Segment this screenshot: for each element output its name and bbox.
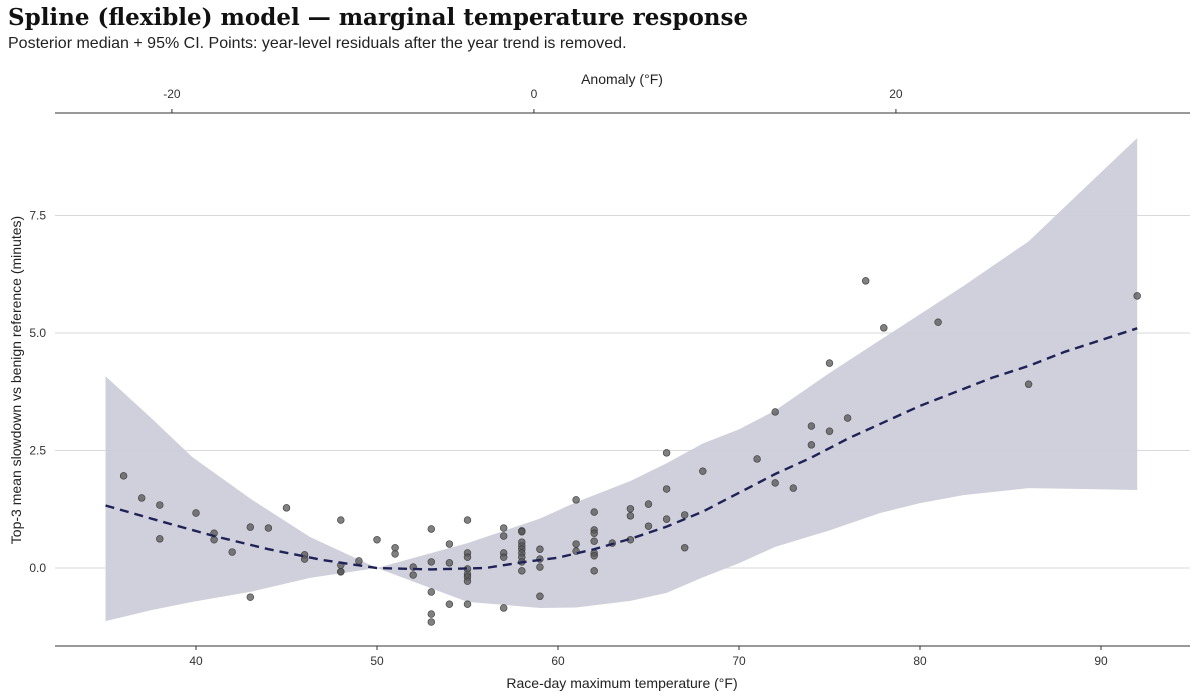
residual-point — [500, 553, 508, 561]
residual-point — [246, 593, 255, 601]
x-axis-label: Race-day maximum temperature (°F) — [506, 675, 737, 691]
residual-point — [427, 610, 435, 618]
residual-point — [156, 501, 164, 509]
residual-point — [192, 509, 200, 517]
residual-point — [934, 318, 942, 326]
residual-point — [753, 455, 761, 463]
residual-point — [445, 600, 454, 608]
chart-subtitle: Posterior median + 95% CI. Points: year-… — [8, 35, 627, 52]
residual-point — [518, 567, 526, 575]
top-x-tick-label: 0 — [531, 87, 538, 101]
residual-point — [463, 553, 472, 561]
residual-point — [500, 524, 508, 532]
x-tick-label: 90 — [1094, 654, 1108, 668]
residual-point — [246, 523, 255, 531]
top-x-axis-label: Anomaly (°F) — [581, 71, 663, 87]
residual-point — [699, 467, 707, 475]
residual-point — [445, 559, 454, 567]
residual-point — [427, 588, 435, 596]
residual-point — [590, 552, 598, 560]
residual-point — [264, 524, 273, 532]
residual-point — [880, 324, 888, 332]
residual-point — [282, 504, 291, 512]
residual-point — [500, 532, 508, 540]
residual-point — [662, 515, 671, 523]
residual-point — [500, 604, 508, 612]
residual-point — [463, 516, 472, 524]
residual-point — [771, 408, 779, 416]
y-tick-label: 0.0 — [29, 561, 46, 575]
residual-point — [138, 494, 146, 502]
x-tick-label: 80 — [913, 654, 927, 668]
residual-point — [825, 359, 834, 367]
residual-point — [409, 571, 417, 579]
y-axis-label: Top-3 mean slowdown vs benign reference … — [8, 216, 24, 544]
residual-point — [1133, 292, 1141, 300]
residual-point — [228, 548, 236, 556]
chart-title: Spline (flexible) model — marginal tempe… — [8, 4, 749, 31]
residual-point — [156, 535, 164, 543]
residual-point — [463, 577, 472, 585]
residual-point — [590, 529, 598, 537]
residual-point — [210, 536, 218, 544]
residual-point — [843, 414, 852, 422]
residual-point — [680, 544, 689, 552]
residual-point — [536, 545, 544, 553]
x-tick-label: 70 — [732, 654, 746, 668]
residual-point — [337, 516, 345, 524]
residual-point — [662, 449, 671, 457]
residual-point — [825, 427, 834, 435]
residual-point — [427, 618, 435, 626]
residual-point — [861, 277, 870, 285]
residual-point — [536, 563, 544, 571]
ci95-band — [105, 137, 1138, 622]
residual-point — [662, 485, 671, 493]
residual-point — [300, 555, 309, 563]
residual-point — [1024, 380, 1033, 388]
residual-point — [644, 522, 653, 530]
residual-point — [626, 512, 635, 520]
residual-point — [590, 508, 598, 516]
residual-point — [536, 592, 544, 600]
residual-point — [427, 525, 435, 533]
residual-point — [427, 558, 435, 566]
residual-point — [680, 511, 689, 519]
residual-point — [590, 567, 598, 575]
residual-point — [337, 568, 345, 576]
residual-point — [355, 557, 363, 565]
x-tick-label: 50 — [370, 654, 384, 668]
residual-point — [391, 544, 399, 552]
residual-point — [373, 536, 381, 544]
top-x-tick-label: -20 — [163, 87, 181, 101]
median-line — [105, 327, 1138, 571]
y-tick-label: 2.5 — [29, 444, 46, 458]
x-tick-label: 40 — [189, 654, 203, 668]
residual-point — [119, 472, 128, 480]
x-tick-label: 60 — [551, 654, 565, 668]
residual-point — [771, 479, 779, 487]
residual-point — [807, 441, 816, 449]
y-tick-label: 5.0 — [29, 326, 46, 340]
y-tick-label: 7.5 — [29, 209, 46, 223]
residual-point — [789, 484, 797, 492]
residual-point — [644, 500, 653, 508]
residual-point — [518, 528, 526, 536]
residual-point — [391, 550, 399, 558]
residual-point — [626, 505, 635, 513]
residual-point — [572, 540, 580, 548]
residual-point — [807, 422, 816, 430]
top-x-tick-label: 20 — [889, 87, 903, 101]
residual-point — [572, 496, 580, 504]
residual-point — [590, 537, 598, 545]
residual-point — [463, 600, 472, 608]
residual-point — [445, 540, 454, 548]
